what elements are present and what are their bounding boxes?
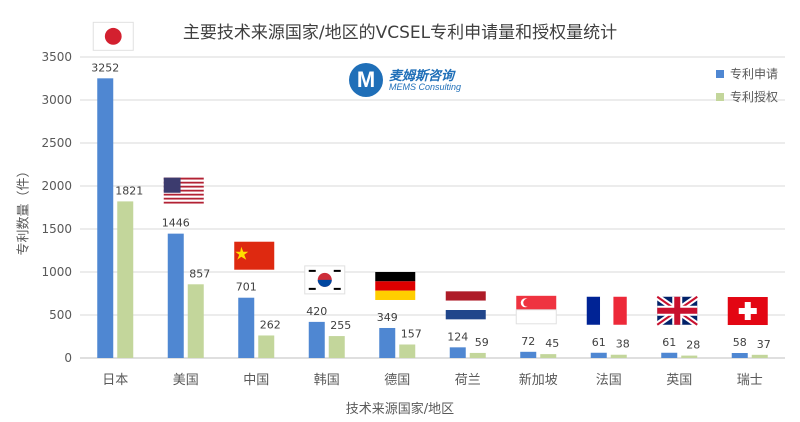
- y-tick-label: 1000: [41, 265, 72, 279]
- bar-applications: [449, 347, 466, 358]
- x-tick-label: 日本: [102, 373, 128, 388]
- data-label-applications: 1446: [162, 217, 190, 230]
- germany-flag: [375, 271, 416, 300]
- logo-name-cn: 麦姆斯咨询: [389, 69, 455, 84]
- data-label-grants: 1821: [115, 184, 143, 197]
- flags: [92, 21, 768, 328]
- bars: [97, 78, 768, 358]
- x-tick-label: 新加坡: [519, 372, 558, 388]
- data-label-applications: 3252: [91, 61, 119, 74]
- legend: 专利申请 专利授权: [716, 62, 778, 108]
- data-label-applications: 61: [662, 336, 676, 349]
- usa-flag: [163, 177, 204, 206]
- data-label-applications: 124: [447, 330, 468, 343]
- legend-label-applications: 专利申请: [730, 67, 779, 81]
- y-tick-label: 2000: [41, 179, 72, 193]
- legend-item-grants: 专利授权: [716, 85, 778, 108]
- x-tick-label: 英国: [666, 373, 692, 388]
- switzerland-flag: [727, 297, 768, 326]
- bar-applications: [731, 353, 748, 358]
- x-axis-label: 技术来源国家/地区: [345, 402, 455, 417]
- bar-grants: [187, 284, 204, 358]
- bar-grants: [399, 344, 416, 358]
- y-tick-label: 500: [49, 308, 72, 322]
- japan-flag: [92, 21, 134, 51]
- x-tick-label: 中国: [243, 373, 269, 388]
- data-label-applications: 72: [521, 335, 535, 348]
- france-flag: [586, 296, 627, 325]
- x-tick-label: 荷兰: [455, 373, 481, 388]
- data-label-applications: 58: [733, 336, 747, 349]
- bar-grants: [117, 201, 134, 358]
- bar-applications: [590, 352, 607, 358]
- bar-applications: [238, 297, 255, 358]
- data-label-grants: 59: [475, 336, 489, 349]
- data-label-grants: 262: [260, 318, 281, 331]
- bar-grants: [540, 354, 557, 358]
- legend-swatch-grants: [716, 92, 724, 101]
- bar-applications: [97, 78, 114, 358]
- bar-grants: [328, 336, 345, 358]
- korea-flag: [304, 265, 346, 295]
- y-tick-label: 0: [64, 351, 72, 365]
- x-axis-ticks: 日本 美国 中国 韩国 德国 荷兰 新加坡 法国 英国 瑞士: [102, 372, 763, 388]
- mems-logo: M 麦姆斯咨询 MEMS Consulting: [349, 63, 489, 99]
- x-tick-label: 韩国: [314, 373, 340, 388]
- data-label-grants: 37: [757, 338, 771, 351]
- data-label-grants: 857: [189, 267, 210, 280]
- y-tick-label: 3500: [41, 50, 72, 64]
- netherlands-flag: [445, 291, 486, 320]
- data-label-applications: 349: [377, 311, 398, 324]
- data-label-grants: 157: [401, 327, 422, 340]
- x-tick-label: 美国: [173, 373, 199, 388]
- bar-grants: [610, 354, 627, 358]
- data-label-applications: 420: [306, 305, 327, 318]
- singapore-flag: [515, 295, 557, 325]
- logo-mark: M: [349, 63, 383, 97]
- data-label-grants: 38: [616, 338, 630, 351]
- bar-applications: [661, 352, 678, 358]
- data-label-grants: 28: [686, 339, 700, 352]
- bar-grants: [469, 352, 486, 358]
- x-tick-label: 瑞士: [737, 373, 763, 388]
- bar-applications: [520, 351, 537, 358]
- uk-flag: [655, 294, 699, 328]
- y-tick-label: 3000: [41, 93, 72, 107]
- data-label-applications: 61: [592, 336, 606, 349]
- y-axis-ticks: 0 500 1000 1500 2000 2500 3000 3500: [41, 50, 72, 365]
- data-label-grants: 45: [545, 337, 559, 350]
- legend-label-grants: 专利授权: [730, 90, 779, 104]
- y-tick-label: 1500: [41, 222, 72, 236]
- china-flag: [234, 241, 275, 270]
- y-tick-label: 2500: [41, 136, 72, 150]
- chart-title: 主要技术来源国家/地区的VCSEL专利申请量和授权量统计: [182, 23, 618, 43]
- data-label-applications: 701: [236, 281, 257, 294]
- bar-grants: [681, 355, 698, 358]
- bar-applications: [167, 233, 184, 358]
- legend-item-applications: 专利申请: [716, 62, 778, 85]
- data-label-grants: 255: [330, 319, 351, 332]
- bar-applications: [379, 327, 396, 358]
- y-axis-label: 专利数量（件）: [16, 164, 32, 256]
- logo-name-en: MEMS Consulting: [389, 82, 462, 92]
- legend-swatch-applications: [716, 69, 724, 78]
- x-tick-label: 法国: [596, 373, 622, 388]
- x-tick-label: 德国: [384, 373, 410, 388]
- bar-applications: [308, 321, 325, 358]
- bar-grants: [751, 354, 768, 358]
- bar-grants: [258, 335, 275, 358]
